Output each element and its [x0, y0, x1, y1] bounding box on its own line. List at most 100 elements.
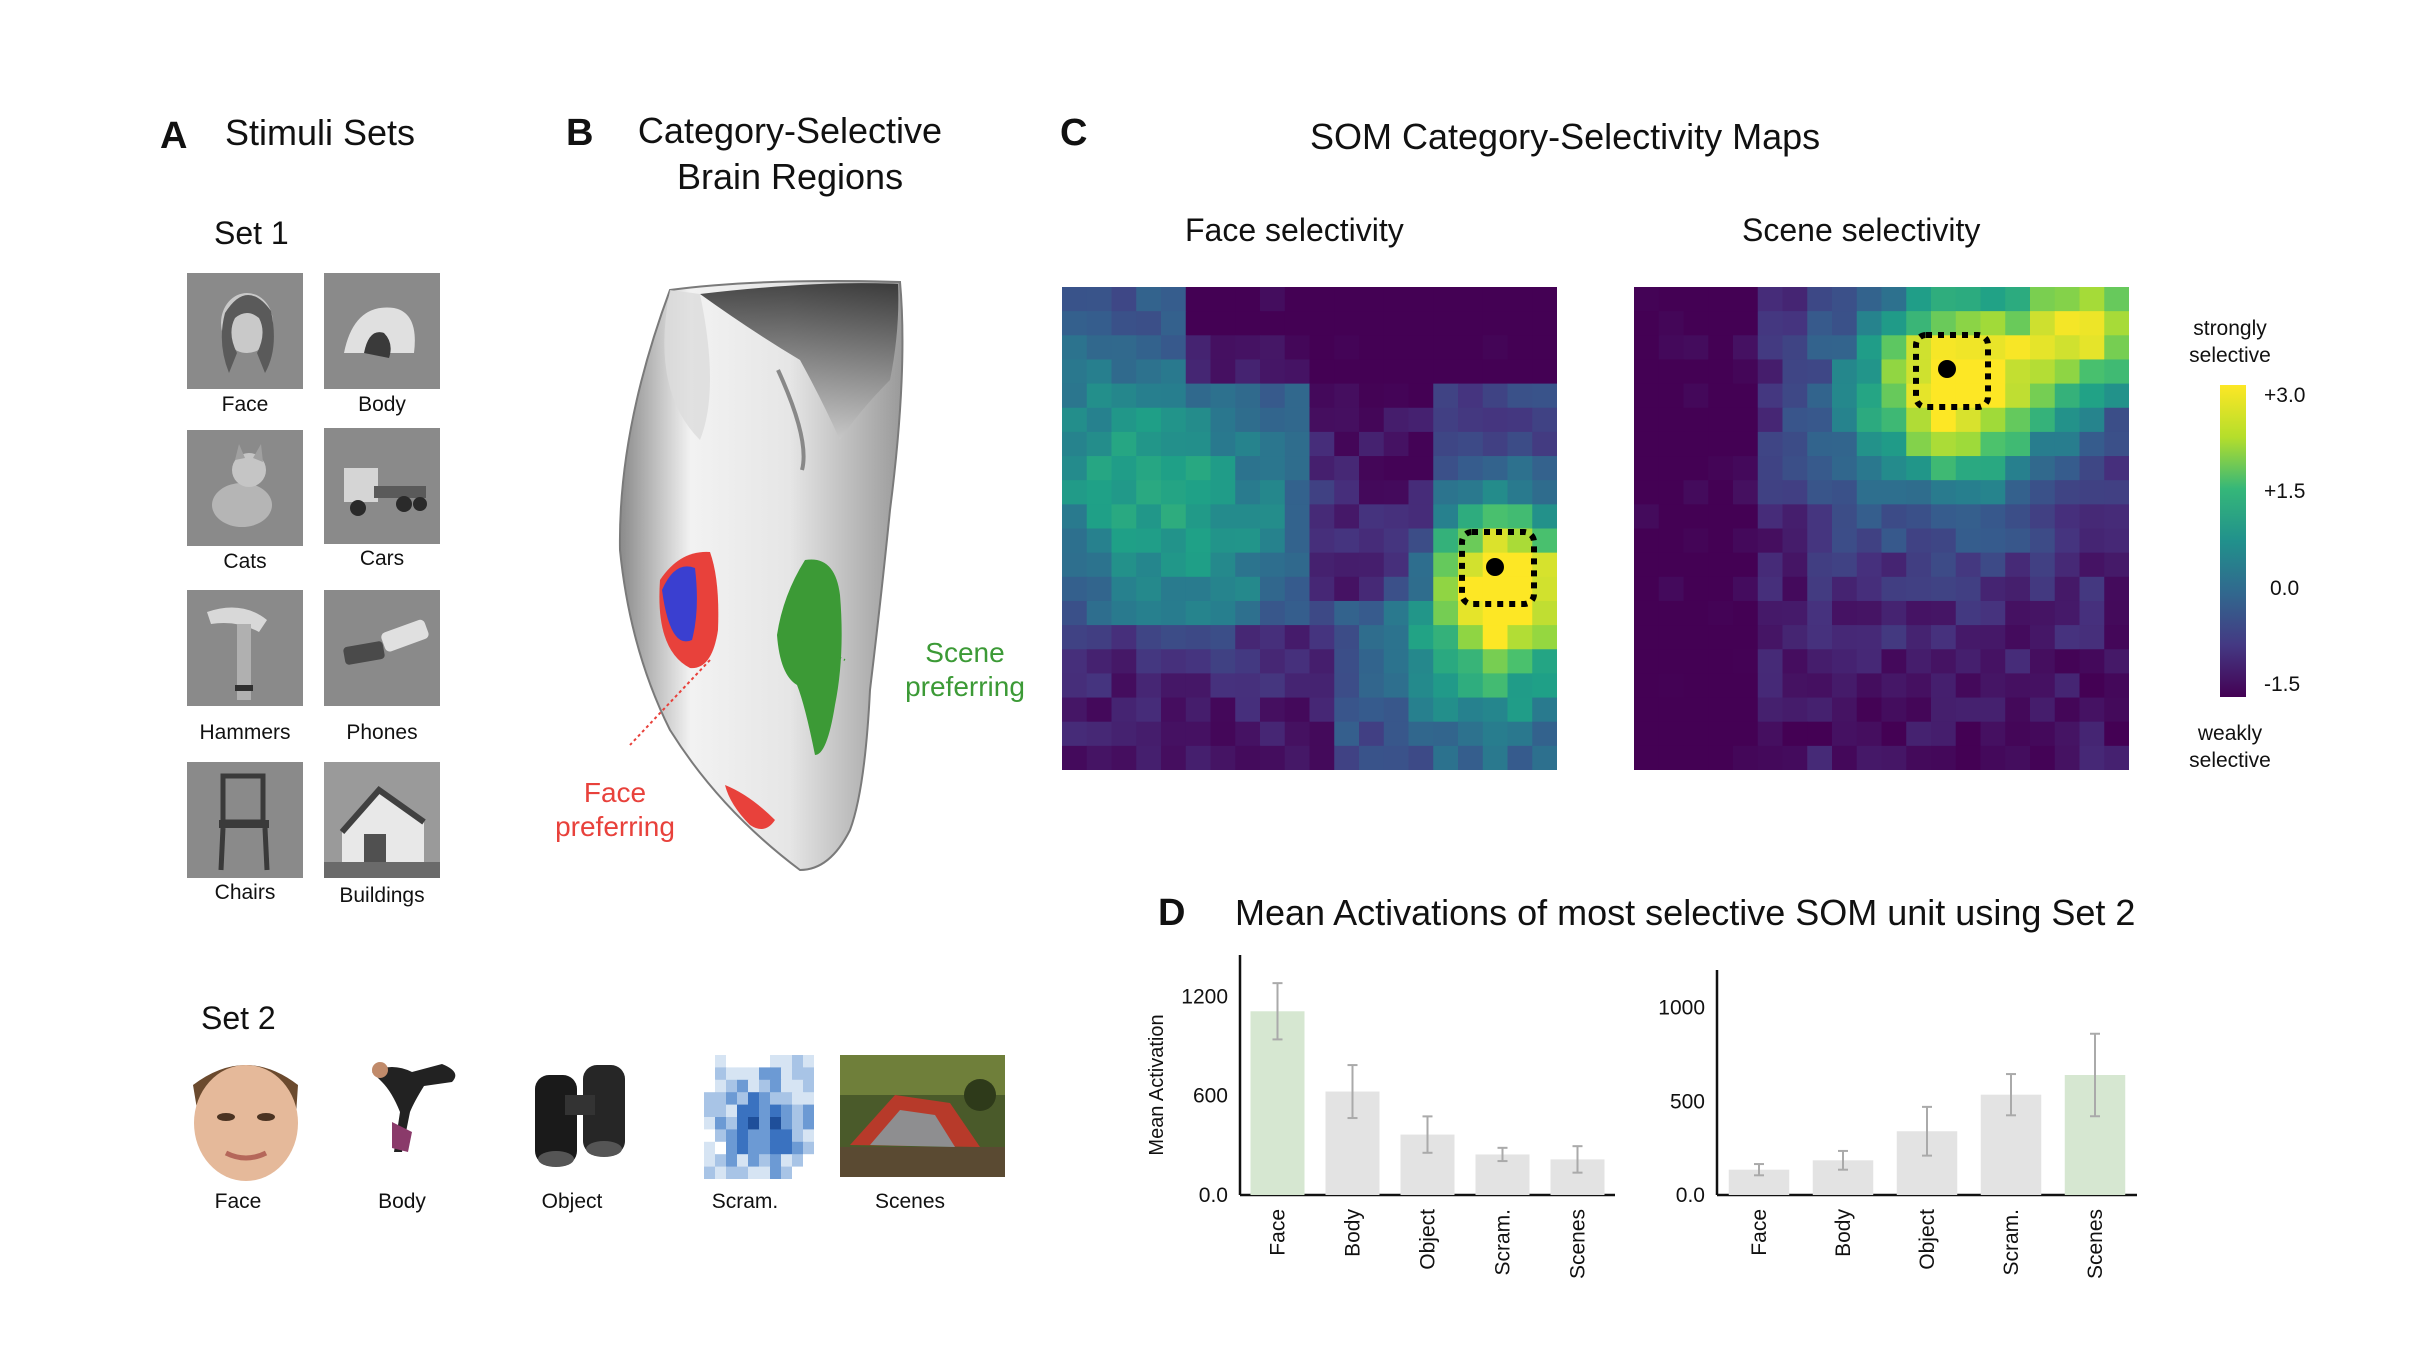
scene-map-cell [1782, 600, 1808, 626]
face-map-cell [1284, 721, 1311, 747]
scene-map-cell [1931, 721, 1957, 747]
face-map-cell [1161, 287, 1187, 312]
scene-map-cell [1955, 600, 1982, 626]
face-map-cell [1309, 287, 1335, 312]
scene-map-cell [2005, 407, 2031, 433]
scene-map-cell [2079, 649, 2105, 674]
scene-map-cell [1634, 697, 1660, 723]
face-map-cell [1383, 600, 1410, 626]
scene-map-cell [2079, 456, 2105, 481]
face-map-cell [1408, 673, 1434, 699]
face-map-cell [1433, 311, 1459, 336]
scram-cell [803, 1092, 814, 1106]
face-map-cell [1210, 576, 1236, 602]
face-map-cell [1482, 335, 1509, 361]
scene-map-cell [2104, 576, 2129, 602]
scene-map-cell [1955, 480, 1982, 505]
scene-map-cell [1733, 600, 1759, 626]
scene-map-cell [1683, 456, 1709, 481]
face-map-cell [1408, 383, 1434, 409]
face-map-cell [1359, 504, 1385, 530]
scene-map-cell [1832, 311, 1858, 336]
scram-cell [715, 1104, 727, 1118]
scene-map-cell [2030, 625, 2056, 650]
scene-map-cell [2079, 431, 2105, 457]
scene-map-cell [1955, 311, 1982, 336]
scene-map-cell [1832, 504, 1858, 530]
face-map-cell [1185, 528, 1212, 554]
scene-map-cell [1856, 697, 1883, 723]
scene-map-cell [1980, 600, 2006, 626]
face-map-cell [1433, 552, 1459, 578]
scene-map-cell [1931, 625, 1957, 650]
scene-map-cell [1782, 431, 1808, 457]
face-map-cell [1284, 576, 1311, 602]
scene-map-cell [1856, 504, 1883, 530]
face-map-cell [1284, 673, 1311, 699]
face-map-cell [1235, 287, 1261, 312]
scene-map-cell [2079, 407, 2105, 433]
scene-map-cell [2079, 383, 2105, 409]
scene-map-cell [2054, 552, 2081, 578]
face-map-cell [1309, 673, 1335, 699]
face-map-cell [1235, 359, 1261, 385]
face-map-cell [1359, 600, 1385, 626]
face-map-cell [1507, 311, 1533, 336]
face-map-cell [1433, 625, 1459, 650]
scene-map-cell [1906, 745, 1932, 770]
scene-map-cell [1658, 600, 1685, 626]
y-axis-label: Mean Activation [1146, 1014, 1168, 1155]
face-map-cell [1210, 311, 1236, 336]
scene-map-cell [2054, 528, 2081, 554]
face-map-cell [1235, 600, 1261, 626]
scene-map-cell [1807, 480, 1833, 505]
scene-map-cell [1807, 407, 1833, 433]
face-map-cell [1458, 287, 1484, 312]
face-map-cell [1383, 528, 1410, 554]
scene-map-cell [2104, 311, 2129, 336]
face-map-cell [1383, 431, 1410, 457]
face-map-cell [1185, 311, 1212, 336]
face-map-cell [1482, 359, 1509, 385]
face-map-cell [1334, 528, 1360, 554]
scene-map-cell [1757, 600, 1784, 626]
scene-map-cell [1980, 359, 2006, 385]
face-map-cell [1284, 311, 1311, 336]
face-map-cell [1359, 673, 1385, 699]
face-map-cell [1086, 383, 1113, 409]
scene-map-cell [1683, 311, 1709, 336]
face-map-cell [1458, 383, 1484, 409]
scene-map-cell [1955, 287, 1982, 312]
scene-map-cell [1955, 625, 1982, 650]
face-map-cell [1111, 649, 1137, 674]
face-map-cell [1260, 649, 1286, 674]
scram-cell [770, 1129, 782, 1143]
face-map-cell [1507, 552, 1533, 578]
scene-map-cell [1782, 456, 1808, 481]
face-map-cell [1185, 504, 1212, 530]
scene-map-cell [1980, 721, 2006, 747]
face-map-cell [1359, 335, 1385, 361]
scene-map-cell [1708, 576, 1734, 602]
scene-map-cell [1955, 673, 1982, 699]
face-map-cell [1210, 673, 1236, 699]
scene-map-cell [1906, 480, 1932, 505]
scram-cell [704, 1129, 716, 1143]
scene-map-title: Scene selectivity [1742, 212, 1981, 248]
scene-map-cell [1708, 504, 1734, 530]
set2-face-label: Face [214, 1190, 262, 1213]
scene-map-cell [1832, 600, 1858, 626]
scene-map-cell [2030, 383, 2056, 409]
face-map-cell [1532, 480, 1557, 505]
scene-map-cell [1881, 407, 1907, 433]
scene-map-cell [1658, 649, 1685, 674]
colorbar-bottom-label: weakly selective [2170, 720, 2290, 774]
face-map-cell [1086, 721, 1113, 747]
scene-map-cell [1881, 359, 1907, 385]
scene-map-cell [2079, 697, 2105, 723]
scram-cell [770, 1104, 782, 1118]
scram-cell [726, 1141, 738, 1155]
face-map-cell [1086, 697, 1113, 723]
face-map-cell [1260, 745, 1286, 770]
face-map-cell [1086, 600, 1113, 626]
